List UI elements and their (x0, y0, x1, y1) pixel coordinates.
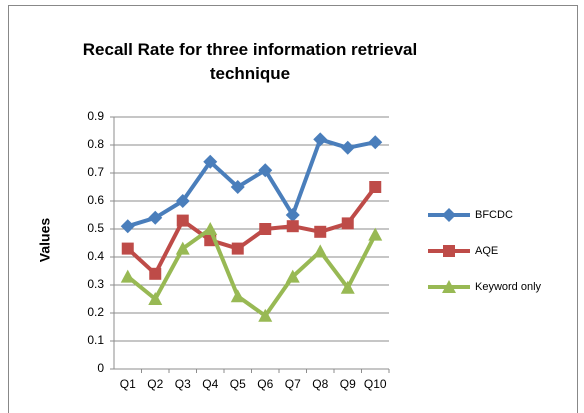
data-point (369, 181, 382, 193)
data-point (341, 217, 354, 230)
data-point (285, 208, 300, 222)
data-point (120, 219, 135, 234)
x-tick-label: Q10 (364, 377, 387, 391)
data-point (313, 132, 328, 147)
data-point (203, 222, 218, 235)
y-tick-label: 0.1 (87, 333, 104, 347)
data-point (286, 220, 299, 233)
legend-label: Keyword only (475, 281, 542, 293)
series-line (126, 185, 377, 276)
data-point (258, 163, 273, 178)
data-point (285, 269, 300, 283)
x-tick-label: Q1 (120, 377, 136, 391)
y-tick-label: 0.9 (87, 109, 104, 123)
data-point (121, 242, 134, 255)
x-tick-label: Q3 (175, 377, 191, 391)
data-point (368, 227, 383, 241)
data-point (340, 140, 355, 155)
x-tick-label: Q9 (340, 377, 356, 391)
x-tick-label: Q5 (230, 377, 246, 391)
y-tick-label: 0.2 (87, 305, 104, 319)
y-tick-label: 0.5 (87, 221, 104, 235)
y-tick-label: 0.7 (87, 165, 104, 179)
y-tick-label: 0.3 (87, 277, 104, 291)
series-line (127, 137, 376, 229)
legend-marker (442, 280, 456, 293)
data-point (148, 210, 163, 225)
y-tick-label: 0.8 (87, 137, 104, 151)
x-tick-label: Q6 (257, 377, 273, 391)
legend-label: BFCDC (475, 209, 513, 221)
data-point (230, 289, 245, 303)
data-point (340, 280, 355, 294)
x-tick-label: Q7 (285, 377, 301, 391)
data-point (120, 269, 135, 283)
data-point (313, 244, 328, 258)
data-point (231, 242, 244, 255)
data-point (149, 267, 162, 280)
data-point (175, 241, 190, 255)
y-axis-label: Values (37, 218, 53, 263)
y-tick-label: 0 (97, 361, 104, 375)
data-point (258, 308, 273, 322)
x-tick-label: Q4 (202, 377, 218, 391)
chart-title: Recall Rate for three information retrie… (82, 40, 418, 83)
x-tick-label: Q2 (147, 377, 163, 391)
data-point (148, 292, 163, 305)
data-point (230, 180, 245, 194)
data-point (314, 225, 327, 238)
x-tick-label: Q8 (312, 377, 328, 391)
data-point (175, 194, 190, 208)
legend-marker (443, 245, 455, 257)
y-tick-label: 0.6 (87, 193, 104, 207)
y-tick-label: 0.4 (87, 249, 104, 263)
series-line (126, 227, 378, 318)
data-point (259, 223, 272, 235)
data-point (176, 214, 189, 227)
data-point (203, 154, 218, 169)
legend-label: AQE (475, 245, 498, 257)
legend-marker (442, 208, 456, 222)
data-point (368, 135, 383, 150)
